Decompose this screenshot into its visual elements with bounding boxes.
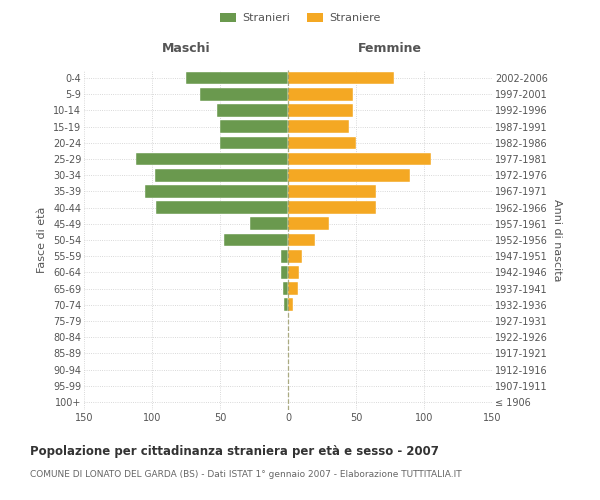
Y-axis label: Fasce di età: Fasce di età	[37, 207, 47, 273]
Bar	[281, 266, 288, 278]
Text: Popolazione per cittadinanza straniera per età e sesso - 2007: Popolazione per cittadinanza straniera p…	[30, 445, 439, 458]
Bar	[155, 169, 288, 181]
Y-axis label: Anni di nascita: Anni di nascita	[551, 198, 562, 281]
Bar	[284, 298, 288, 311]
Bar	[281, 250, 288, 262]
Bar	[288, 185, 376, 198]
Bar	[288, 234, 315, 246]
Text: Femmine: Femmine	[358, 42, 422, 55]
Bar	[288, 169, 410, 181]
Bar	[145, 185, 288, 198]
Bar	[288, 250, 302, 262]
Bar	[283, 282, 288, 295]
Bar	[156, 202, 288, 214]
Bar	[288, 218, 329, 230]
Bar	[136, 152, 288, 166]
Bar	[220, 136, 288, 149]
Bar	[186, 72, 288, 85]
Bar	[288, 72, 394, 85]
Bar	[288, 282, 298, 295]
Legend: Stranieri, Straniere: Stranieri, Straniere	[215, 8, 385, 28]
Bar	[288, 266, 299, 278]
Text: Maschi: Maschi	[161, 42, 211, 55]
Bar	[288, 298, 293, 311]
Bar	[288, 136, 356, 149]
Bar	[288, 104, 353, 117]
Bar	[250, 218, 288, 230]
Bar	[288, 202, 376, 214]
Bar	[288, 88, 353, 101]
Bar	[224, 234, 288, 246]
Text: COMUNE DI LONATO DEL GARDA (BS) - Dati ISTAT 1° gennaio 2007 - Elaborazione TUTT: COMUNE DI LONATO DEL GARDA (BS) - Dati I…	[30, 470, 461, 479]
Bar	[288, 152, 431, 166]
Bar	[220, 120, 288, 133]
Bar	[288, 120, 349, 133]
Bar	[200, 88, 288, 101]
Bar	[217, 104, 288, 117]
